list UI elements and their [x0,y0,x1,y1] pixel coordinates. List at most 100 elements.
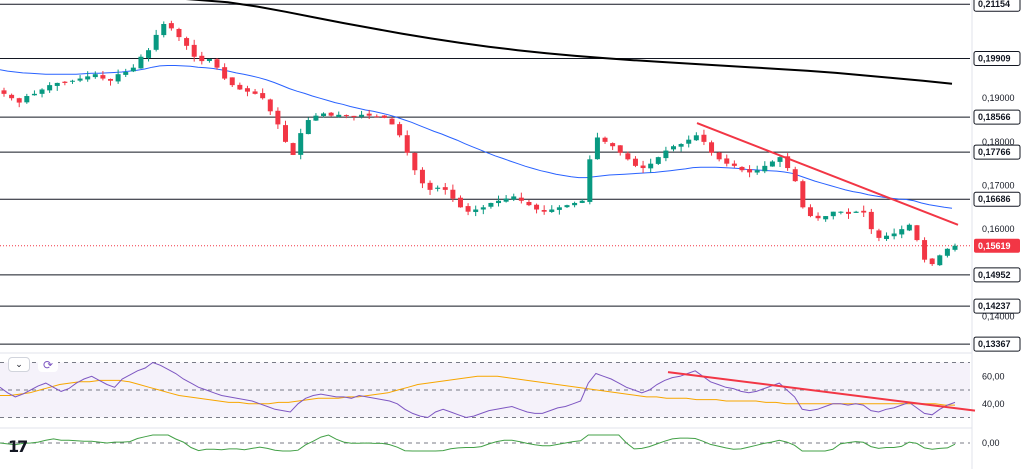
candle-body [511,196,517,200]
candle-body [298,133,304,155]
candle-body [47,85,53,91]
candle-body [275,110,281,125]
candle-body [24,96,30,103]
candle-body [206,58,212,61]
candle-body [800,181,806,208]
candle-body [587,159,593,202]
level-label-box [973,336,1021,352]
candle-body [884,235,890,240]
candle-body [496,200,502,204]
candle-body [54,82,60,86]
candle-body [785,156,791,169]
candle-body [617,145,623,153]
level-label: 0,19909 [978,54,1011,64]
candle-body [336,114,342,117]
candle-body [427,182,433,190]
candle-body [845,211,851,214]
collapse-button[interactable]: ⌄ [8,357,30,372]
candle-body [610,143,616,147]
current-price-box [974,238,1020,253]
candle-body [686,139,692,144]
level-label: 0,14237 [978,301,1011,311]
level-label-box [973,267,1021,283]
candle-body [731,163,737,166]
level-label-box [973,51,1021,67]
candle-body [146,50,152,58]
candle-body [252,91,258,94]
refresh-button[interactable]: ⟳ [38,357,58,372]
current-price-label: 0,15619 [978,241,1011,251]
candle-body [838,211,844,213]
candle-body [549,209,555,212]
candle-body [313,115,319,121]
candle-body [572,202,578,206]
candle-body [648,163,654,169]
candle-body [404,135,410,153]
horizontal-levels: 0,21154 0,19909 0,18566 0,17766 0,16686 0,149… [0,0,1021,352]
candle-body [678,144,684,147]
ma200-line [185,0,953,85]
rsi-tick-label: 40,00 [982,399,1005,409]
candle-body [77,78,83,81]
candle-body [899,229,905,235]
candle-body [153,34,159,50]
ma50-line [0,65,953,209]
candle-body [503,198,509,202]
chevron-down-icon: ⌄ [15,359,23,369]
candle-body [450,189,456,199]
candle-body [237,84,243,90]
price-axis: 0,19000 0,18000 0,17000 0,16000 0,14000 [971,0,1015,469]
oscillator-panel: 0,00 [0,427,1000,452]
candle-body [671,146,677,150]
candle-body [161,24,167,36]
candle-body [541,210,547,212]
candle-body [16,98,22,103]
candle-body [739,166,745,171]
candle-body [914,225,920,241]
candle-body [518,197,524,201]
candle-body [754,170,760,173]
candle-body [305,120,311,135]
candle-body [351,115,357,117]
level-label: 0,13367 [978,339,1011,349]
candle-body [366,113,372,116]
candle-body [473,209,479,212]
candle-body [922,240,928,260]
candle-body [397,124,403,136]
oscillator-line [0,434,956,452]
candle-body [92,74,98,78]
candle-body [1,90,7,94]
level-label: 0,14952 [978,270,1011,280]
rsi-panel: 60,00 40,00 [0,352,1005,419]
level-label-box [973,0,1021,12]
candle-body [465,206,471,212]
candle-body [488,202,494,207]
candles [1,20,958,266]
candle-body [138,56,144,69]
candle-body [267,99,273,112]
price-tick-label: 0,17000 [982,181,1015,191]
candle-body [716,152,722,160]
candle-body [222,67,228,79]
moving-averages [0,0,953,209]
candle-body [100,75,106,79]
price-tick-label: 0,14000 [982,311,1015,321]
candle-body [625,153,631,160]
candle-body [199,55,205,62]
candle-body [762,165,768,172]
candle-body [359,114,365,117]
candle-body [579,200,585,203]
candle-body [260,93,266,99]
candle-body [39,89,45,94]
candle-body [435,187,441,189]
candle-body [815,215,821,219]
candle-body [830,211,836,217]
candle-body [526,201,532,206]
level-label: 0,16686 [978,194,1011,204]
candle-body [640,165,646,169]
price-tick-label: 0,16000 [982,224,1015,234]
candle-body [724,158,730,164]
candle-body [861,210,867,213]
candle-body [944,248,950,256]
